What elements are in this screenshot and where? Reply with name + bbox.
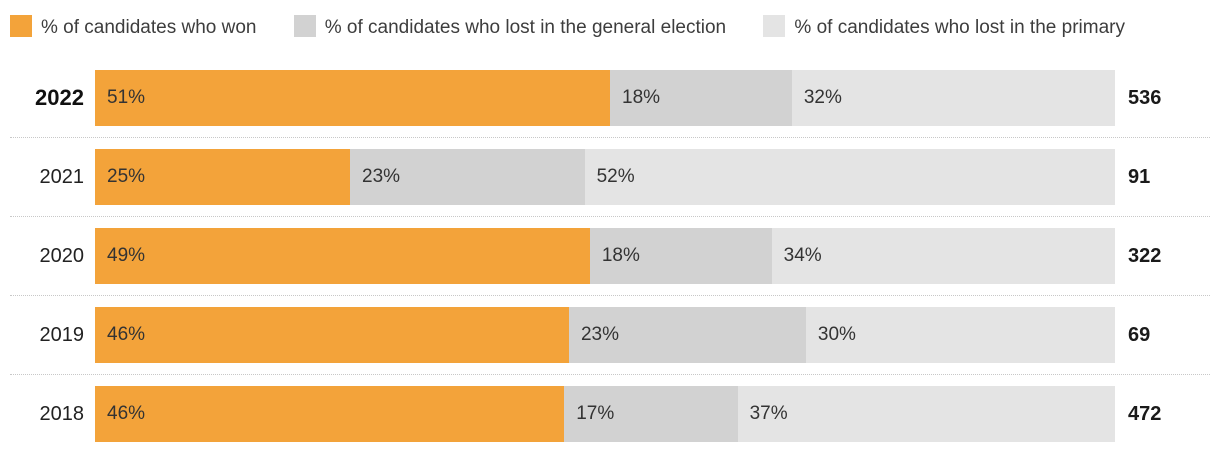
segment-value-label: 23% [580,324,619,345]
chart-row: 2021 25% 23% 52% 91 [10,137,1210,216]
segment-value-label: 18% [622,87,661,108]
year-label: 2021 [39,165,85,188]
bar-segment-lost-primary: 52% [584,149,1115,205]
segment-value-label: 18% [601,245,640,266]
total-count: 472 [1128,402,1162,425]
bar-segment-won: 51% [95,70,611,126]
segment-value-label: 34% [783,245,822,266]
year-label: 2022 [35,85,84,110]
segment-value-label: 25% [107,166,146,187]
bar-segment-lost-general: 17% [564,386,738,442]
chart-row: 2022 51% 18% 32% 536 [10,59,1210,137]
segment-value-label: 30% [817,324,856,345]
segment-value-label: 46% [107,324,146,345]
legend: % of candidates who won % of candidates … [0,0,1220,49]
segment-value-label: 52% [596,166,635,187]
bar-track: 49% 18% 34% [95,228,1115,284]
year-label: 2019 [39,323,85,346]
bar-segment-won: 46% [95,307,569,363]
legend-item-won: % of candidates who won [10,15,257,38]
bar-segment-lost-primary: 32% [791,70,1115,126]
bar-segment-won: 46% [95,386,565,442]
legend-label-lost-general: % of candidates who lost in the general … [324,17,727,38]
segment-value-label: 49% [107,245,146,266]
bar-segment-won: 49% [95,228,590,284]
bar-track: 25% 23% 52% [95,149,1115,205]
bar-segment-lost-primary: 34% [771,228,1115,284]
bar-segment-lost-general: 18% [610,70,792,126]
bar-segment-lost-general: 23% [350,149,585,205]
total-count: 322 [1128,244,1162,267]
year-label: 2018 [39,402,85,425]
segment-value-label: 32% [803,87,842,108]
lost-primary-color-swatch-icon [763,15,786,37]
total-count: 69 [1128,323,1151,346]
segment-value-label: 17% [576,403,615,424]
chart-row: 2019 46% 23% 30% 69 [10,295,1210,374]
total-count: 91 [1128,165,1151,188]
segment-value-label: 51% [107,87,146,108]
segment-value-label: 37% [749,403,788,424]
legend-item-lost-primary: % of candidates who lost in the primary [763,15,1125,38]
segment-value-label: 23% [362,166,401,187]
chart-row: 2020 49% 18% 34% 322 [10,216,1210,295]
segment-value-label: 46% [107,403,146,424]
bar-segment-lost-general: 18% [589,228,772,284]
bar-segment-lost-primary: 37% [737,386,1116,442]
legend-label-won: % of candidates who won [41,17,257,38]
chart-row: 2018 46% 17% 37% 472 [10,374,1210,453]
lost-general-color-swatch-icon [293,15,316,37]
won-color-swatch-icon [10,15,32,37]
bar-track: 46% 17% 37% [95,386,1116,442]
bar-segment-lost-general: 23% [568,307,806,363]
bar-segment-lost-primary: 30% [805,307,1115,363]
legend-item-lost-general: % of candidates who lost in the general … [293,15,727,38]
bar-segment-won: 25% [95,149,350,205]
legend-label-lost-primary: % of candidates who lost in the primary [794,17,1125,38]
bar-track: 51% 18% 32% [95,70,1115,126]
year-label: 2020 [39,244,85,267]
bar-track: 46% 23% 30% [95,307,1115,363]
total-count: 536 [1128,86,1162,109]
stacked-bar-chart: 2022 51% 18% 32% 536 2021 25% 23% 52% 91 202… [0,49,1220,453]
